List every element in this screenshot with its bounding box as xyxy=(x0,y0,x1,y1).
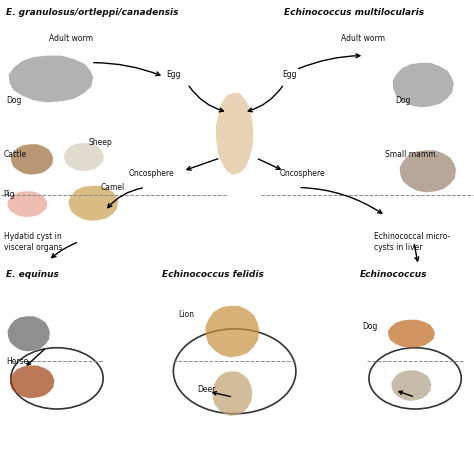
Text: Echinococcus felidis: Echinococcus felidis xyxy=(162,270,264,279)
Text: Cattle: Cattle xyxy=(4,150,27,159)
Text: Echinococcus: Echinococcus xyxy=(359,270,427,279)
Polygon shape xyxy=(8,316,50,351)
Text: Egg: Egg xyxy=(166,70,181,79)
Text: Dog: Dog xyxy=(6,96,21,105)
Text: Deer: Deer xyxy=(197,385,215,394)
Text: Oncosphere: Oncosphere xyxy=(279,169,325,178)
Polygon shape xyxy=(8,191,47,217)
Text: E. equinus: E. equinus xyxy=(6,270,59,279)
Text: Lion: Lion xyxy=(178,310,194,319)
Polygon shape xyxy=(388,320,435,348)
Text: Echinococcus multilocularis: Echinococcus multilocularis xyxy=(284,9,424,18)
Polygon shape xyxy=(69,186,118,221)
Polygon shape xyxy=(64,143,104,171)
Text: Small mamm.: Small mamm. xyxy=(385,150,438,159)
Text: Camel: Camel xyxy=(100,183,125,192)
Text: Egg: Egg xyxy=(282,70,296,79)
Text: Horse: Horse xyxy=(6,357,28,366)
Text: Echinococcal micro-
cysts in liver: Echinococcal micro- cysts in liver xyxy=(374,232,450,252)
Polygon shape xyxy=(216,93,254,175)
Polygon shape xyxy=(392,370,432,401)
Text: Adult worm: Adult worm xyxy=(341,35,385,44)
Text: Dog: Dog xyxy=(395,96,410,105)
Polygon shape xyxy=(400,150,456,192)
Polygon shape xyxy=(392,63,454,107)
Polygon shape xyxy=(10,365,55,398)
Polygon shape xyxy=(205,306,260,357)
Text: Dog: Dog xyxy=(362,322,377,331)
Text: Oncosphere: Oncosphere xyxy=(128,169,174,178)
Polygon shape xyxy=(212,372,253,416)
Text: E. granulosus/ortleppi/canadensis: E. granulosus/ortleppi/canadensis xyxy=(6,9,179,18)
Text: Pig: Pig xyxy=(4,190,15,199)
Text: Sheep: Sheep xyxy=(89,138,112,147)
Text: Adult worm: Adult worm xyxy=(48,35,92,44)
Polygon shape xyxy=(9,55,94,102)
Polygon shape xyxy=(11,144,54,174)
Text: Hydatid cyst in
visceral organs: Hydatid cyst in visceral organs xyxy=(4,232,62,252)
